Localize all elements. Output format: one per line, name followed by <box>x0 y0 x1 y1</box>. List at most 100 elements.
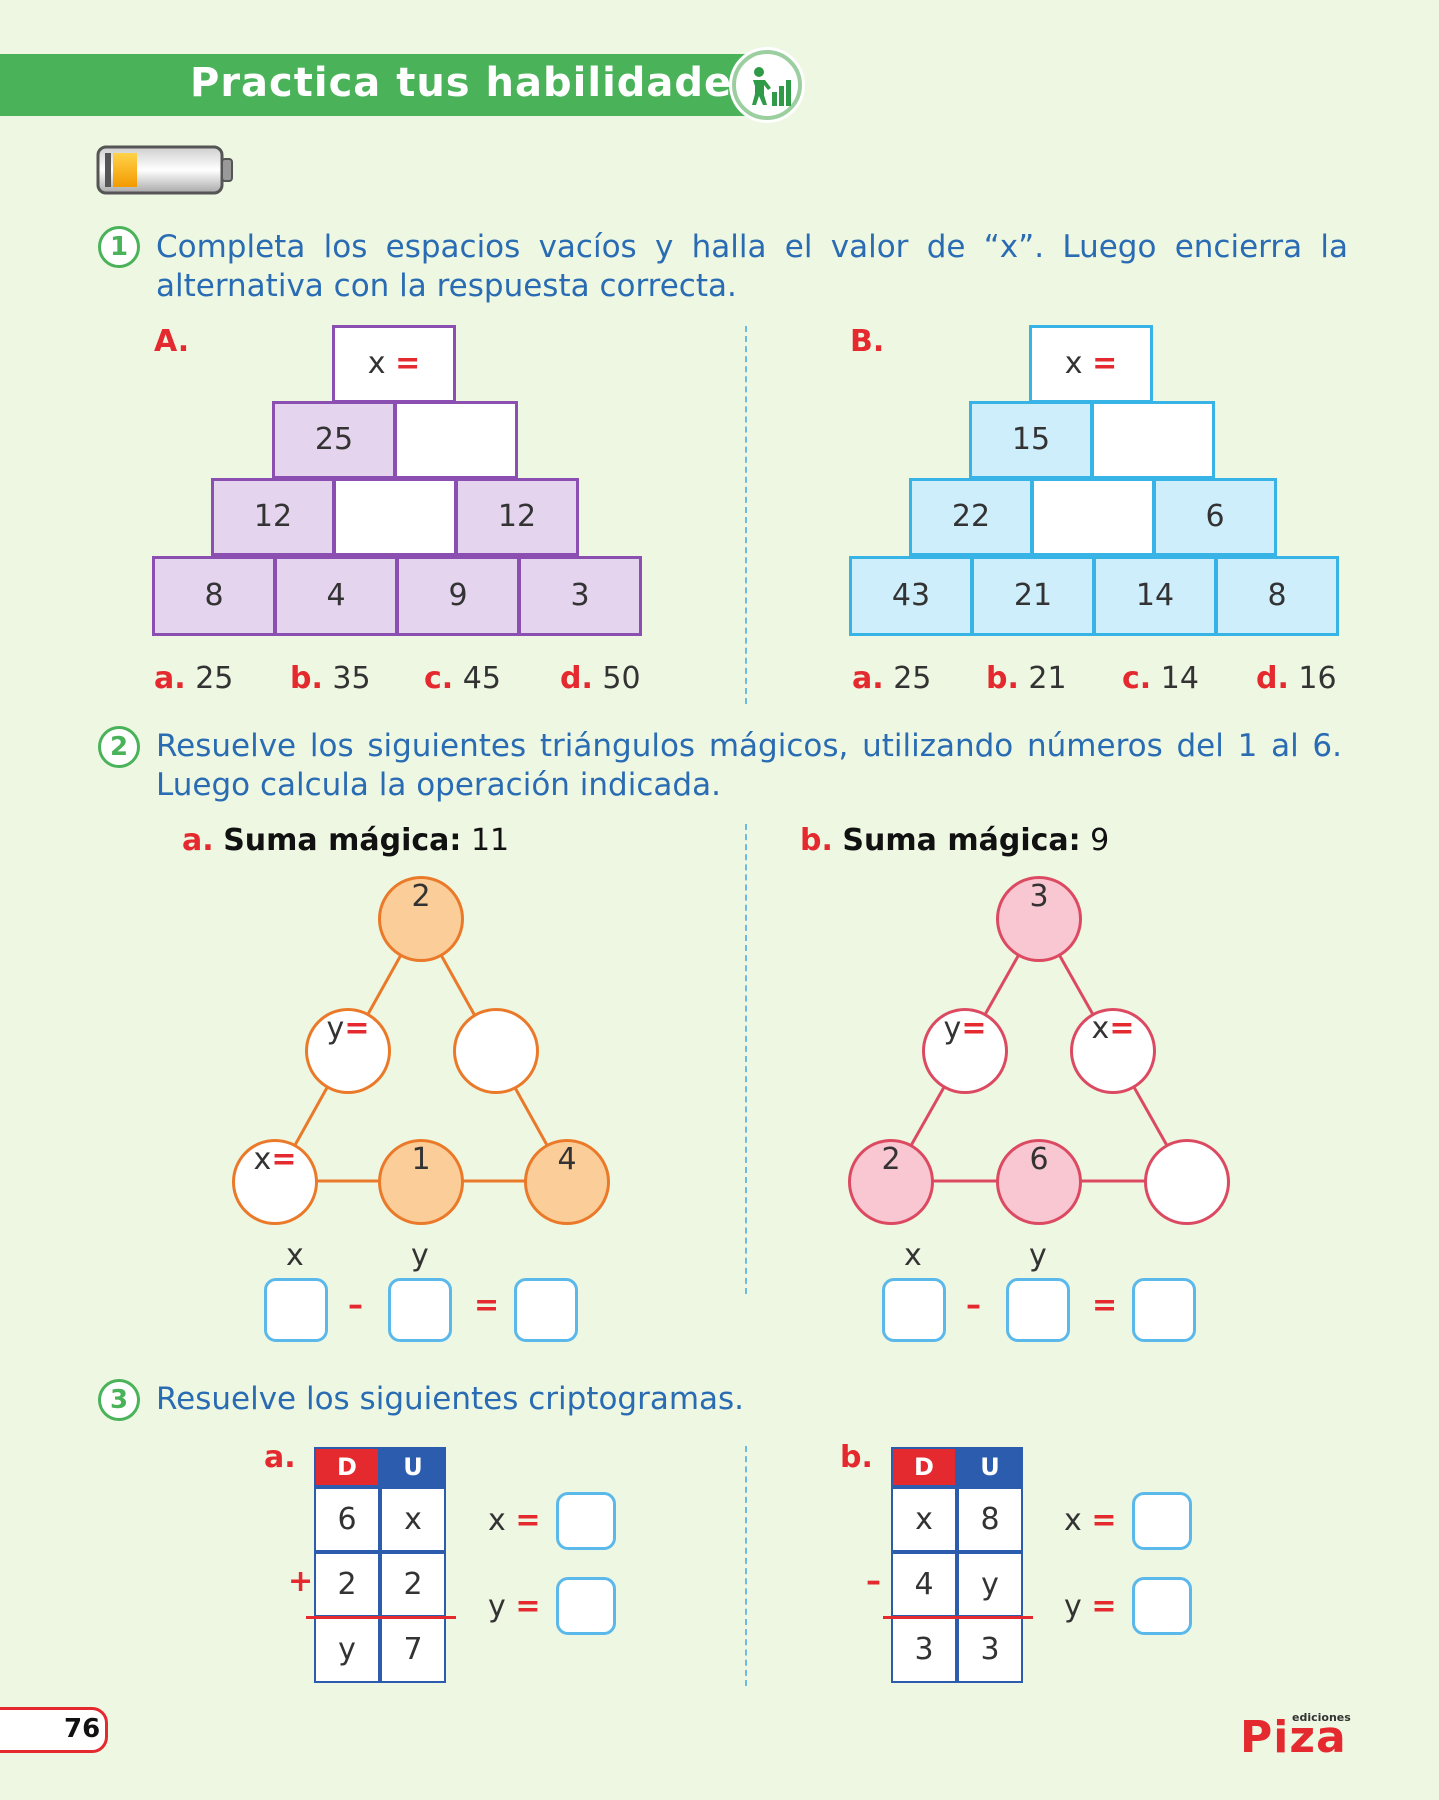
triangle-b-bottom-left-circle: 2 <box>848 1139 934 1225</box>
op-b-box-y[interactable] <box>1006 1278 1070 1342</box>
triangle-a-top-circle: 2 <box>378 876 464 962</box>
var-x: x <box>1064 346 1083 381</box>
crypto-b-cell: 3 <box>957 1617 1023 1683</box>
crypto-a-cell: 2 <box>380 1552 446 1617</box>
col-header-d: D <box>314 1447 380 1487</box>
crypto-a-cell: y <box>314 1617 380 1683</box>
pyramid-b-cell: 21 <box>971 556 1095 636</box>
crypto-a-cell: x <box>380 1487 446 1552</box>
option-c[interactable]: c. 45 <box>424 661 501 696</box>
op-b-box-x[interactable] <box>882 1278 946 1342</box>
triangle-a-right-mid-circle[interactable] <box>453 1008 539 1094</box>
crypto-a-cell: 7 <box>380 1617 446 1683</box>
var-y: y <box>943 1011 962 1046</box>
option-a[interactable]: a. 25 <box>154 661 234 696</box>
option-d[interactable]: d. 50 <box>560 661 641 696</box>
divider-dashed <box>745 1446 747 1686</box>
triangle-b-left-mid-circle[interactable]: y= <box>922 1008 1008 1094</box>
pyramid-b-empty-cell[interactable] <box>1091 401 1215 479</box>
pyramid-a-cell: 9 <box>396 556 520 636</box>
minus-sign: – <box>348 1288 363 1323</box>
pyramid-b-top[interactable]: x = <box>1029 325 1153 403</box>
page-number: 76 <box>64 1714 101 1744</box>
equals-sign: = <box>1092 1288 1118 1323</box>
crypto-b-var-x: x = <box>1064 1503 1117 1538</box>
op-a-label-y: y <box>411 1238 429 1273</box>
divider-dashed <box>745 824 747 1294</box>
page-title: Practica tus habilidades <box>190 60 757 106</box>
pyramid-a-cell: 12 <box>211 478 335 556</box>
crypto-b-cell: 8 <box>957 1487 1023 1552</box>
pyramid-b-label: B. <box>850 324 885 359</box>
option-d[interactable]: d. 16 <box>1256 661 1337 696</box>
question-number-3: 3 <box>98 1379 140 1421</box>
q1-text-line2: alternativa con la respuesta correcta. <box>156 268 737 304</box>
col-header-u: U <box>957 1447 1023 1487</box>
equals-sign: = <box>474 1288 500 1323</box>
col-header-d: D <box>891 1447 957 1487</box>
triangle-a-left-mid-circle[interactable]: y= <box>305 1008 391 1094</box>
crypto-a-var-y: y = <box>488 1589 541 1624</box>
crypto-b-cell: y <box>957 1552 1023 1617</box>
var-x: x <box>253 1142 272 1177</box>
pyramid-a-label: A. <box>154 324 190 359</box>
crypto-b-var-y: y = <box>1064 1589 1117 1624</box>
pyramid-b-cell: 8 <box>1215 556 1339 636</box>
triangle-b-bottom-right-circle[interactable] <box>1144 1139 1230 1225</box>
crypto-b-label: b. <box>840 1440 873 1475</box>
crypto-a-answer-y[interactable] <box>556 1577 616 1635</box>
crypto-b-cell: 4 <box>891 1552 957 1617</box>
crypto-a-var-x: x = <box>488 1503 541 1538</box>
option-c[interactable]: c. 14 <box>1122 661 1199 696</box>
op-b-label-x: x <box>904 1238 922 1273</box>
plus-sign: + <box>288 1564 314 1599</box>
q2-text-line1: Resuelve los siguientes triángulos mágic… <box>156 728 1342 764</box>
pyramid-b-cell: 22 <box>909 478 1033 556</box>
pyramid-b-cell: 6 <box>1153 478 1277 556</box>
triangle-a-bottom-mid-circle: 1 <box>378 1139 464 1225</box>
op-a-box-y[interactable] <box>388 1278 452 1342</box>
q3-text: Resuelve los siguientes criptogramas. <box>156 1381 745 1417</box>
q2-text-line2: Luego calcula la operación indicada. <box>156 767 721 803</box>
triangle-b-right-mid-circle[interactable]: x= <box>1070 1008 1156 1094</box>
equals-sign: = <box>271 1142 297 1177</box>
crypto-b-answer-y[interactable] <box>1132 1577 1192 1635</box>
difference-line <box>883 1616 1033 1619</box>
divider-dashed <box>745 326 747 704</box>
op-a-box-result[interactable] <box>514 1278 578 1342</box>
var-y: y <box>326 1011 345 1046</box>
pyramid-a-top[interactable]: x = <box>332 325 456 403</box>
equals-sign: = <box>1092 346 1118 381</box>
crypto-a-answer-x[interactable] <box>556 1492 616 1550</box>
op-b-label-y: y <box>1029 1238 1047 1273</box>
pyramid-b-cell: 14 <box>1093 556 1217 636</box>
brand-subtitle: ediciones <box>1292 1711 1351 1724</box>
growth-icon <box>732 50 802 120</box>
header-banner <box>0 54 775 116</box>
question-number-1: 1 <box>98 226 140 268</box>
option-b[interactable]: b. 21 <box>986 661 1067 696</box>
pyramid-b-empty-cell[interactable] <box>1031 478 1155 556</box>
pyramid-a-cell: 12 <box>455 478 579 556</box>
op-a-box-x[interactable] <box>264 1278 328 1342</box>
op-b-box-result[interactable] <box>1132 1278 1196 1342</box>
battery-progress-icon <box>96 145 236 201</box>
option-b[interactable]: b. 35 <box>290 661 371 696</box>
minus-sign: – <box>866 1564 881 1599</box>
sum-line <box>306 1616 456 1619</box>
equals-sign: = <box>961 1011 987 1046</box>
minus-sign: – <box>966 1288 981 1323</box>
var-x: x <box>367 346 386 381</box>
var-x: x <box>1091 1011 1110 1046</box>
crypto-a-cell: 2 <box>314 1552 380 1617</box>
triangle-a-bottom-left-circle[interactable]: x= <box>232 1139 318 1225</box>
magic-sum-a-heading: a. Suma mágica: 11 <box>182 823 510 858</box>
crypto-b-cell: 3 <box>891 1617 957 1683</box>
option-a[interactable]: a. 25 <box>852 661 932 696</box>
pyramid-a-empty-cell[interactable] <box>394 401 518 479</box>
triangle-b-bottom-mid-circle: 6 <box>996 1139 1082 1225</box>
op-a-label-x: x <box>286 1238 304 1273</box>
pyramid-a-cell: 4 <box>274 556 398 636</box>
crypto-b-answer-x[interactable] <box>1132 1492 1192 1550</box>
equals-sign: = <box>1109 1011 1135 1046</box>
